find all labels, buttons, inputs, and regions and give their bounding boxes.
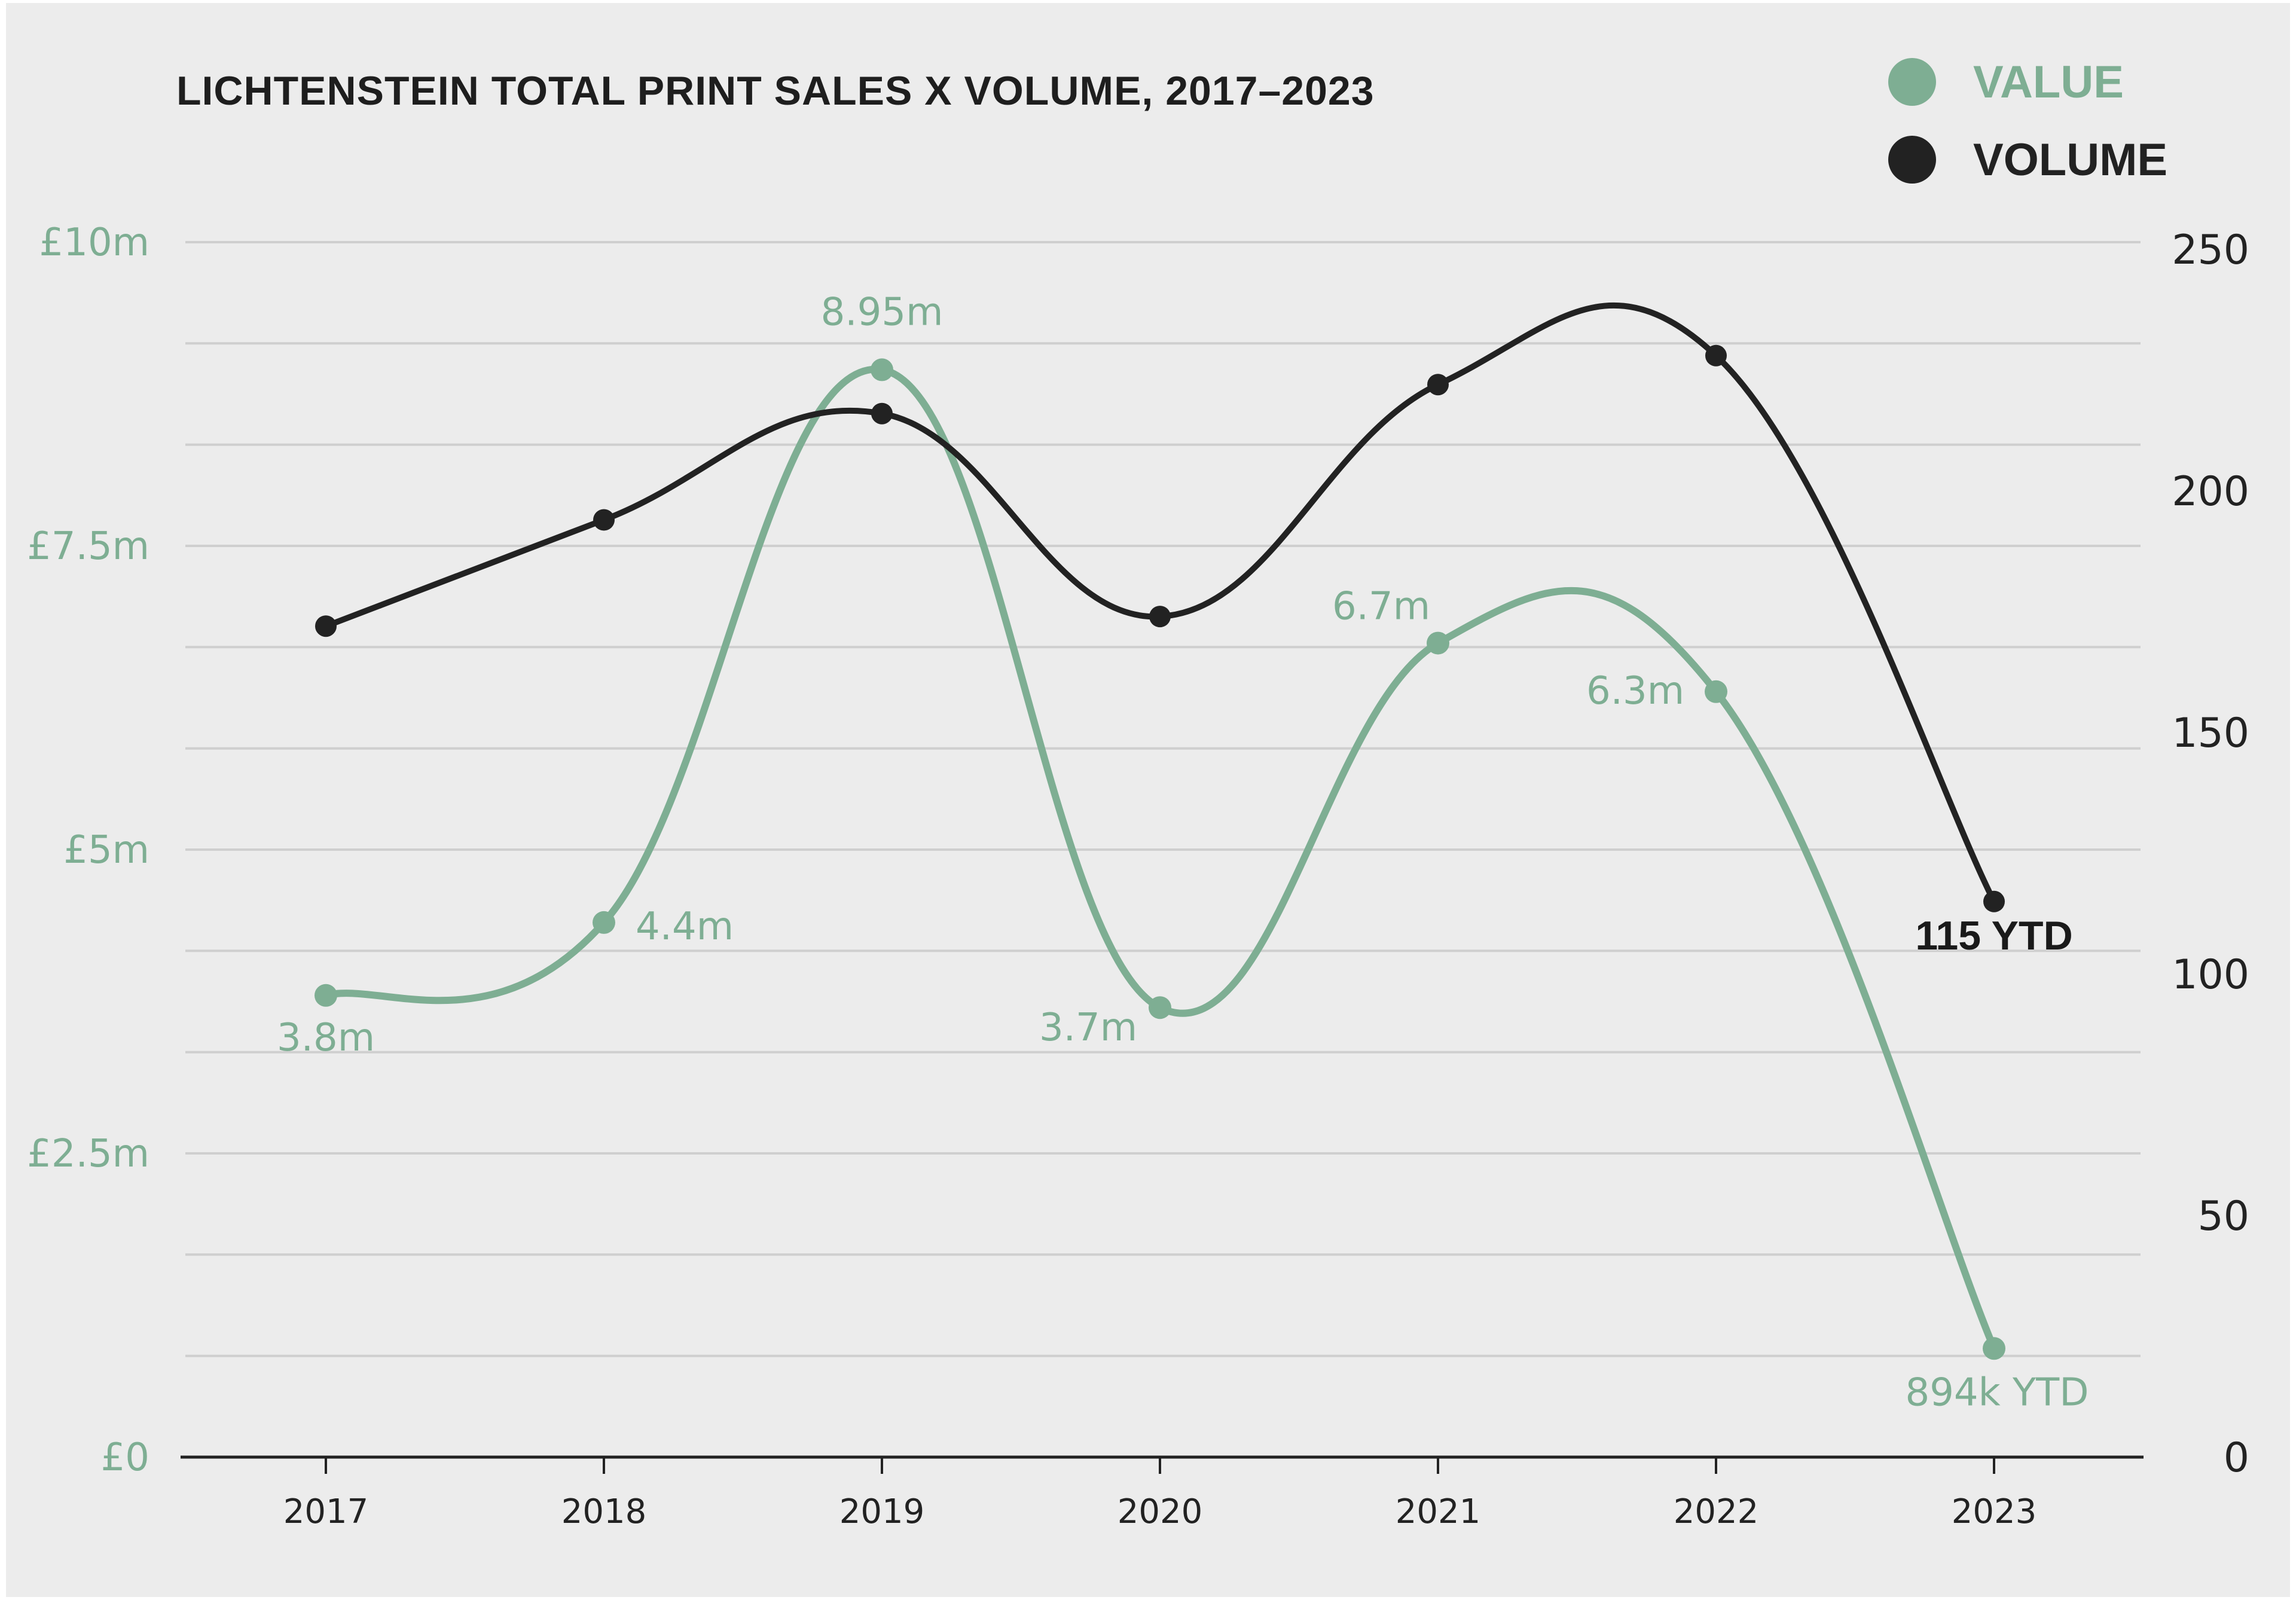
x-tick-label: 2023 [1952, 1492, 2037, 1531]
volume-point [593, 509, 615, 531]
gridlines [185, 241, 2141, 1357]
left-axis-tick-label: £5m [63, 828, 149, 872]
legend: VALUE VOLUME [1888, 57, 2167, 185]
value-point [593, 911, 615, 934]
volume-point [1705, 344, 1727, 367]
value-data-label: 8.95m [821, 290, 944, 334]
value-point [1149, 996, 1171, 1019]
legend-swatch-volume [1888, 136, 1936, 184]
value-series-line [322, 365, 1998, 1352]
value-data-label: 4.4m [636, 905, 734, 949]
left-axis-tick-label: £2.5m [27, 1132, 149, 1176]
legend-swatch-value [1888, 58, 1936, 106]
value-data-label: 6.3m [1586, 669, 1684, 713]
right-axis-tick-label: 150 [2172, 710, 2249, 757]
value-data-label: 6.7m [1332, 585, 1430, 629]
value-point [1427, 631, 1449, 655]
volume-point [315, 615, 337, 637]
right-axis-tick-label: 250 [2172, 227, 2249, 274]
volume-series-line [323, 302, 1997, 905]
volume-point [1149, 606, 1171, 628]
right-axis-tick-label: 100 [2172, 951, 2249, 999]
left-axis-tick-label: £10m [39, 221, 150, 265]
x-tick-label: 2018 [561, 1492, 647, 1531]
x-tick-label: 2017 [283, 1492, 369, 1531]
legend-label-volume: VOLUME [1973, 135, 2167, 185]
left-axis-tick-label: £7.5m [27, 524, 149, 569]
value-point [315, 984, 337, 1007]
value-data-label: 3.8m [277, 1016, 375, 1060]
value-point [1705, 680, 1727, 703]
volume-point [1427, 374, 1449, 396]
left-axis-ticks: £0 £2.5m £5m £7.5m £10m [27, 221, 149, 1480]
right-axis-ticks: 0 50 100 150 200 250 [2172, 227, 2249, 1482]
volume-point [871, 402, 893, 425]
x-tick-label: 2019 [839, 1492, 925, 1531]
value-data-label: 3.7m [1039, 1006, 1137, 1050]
x-tick-label: 2020 [1118, 1492, 1203, 1531]
volume-data-label: 115 YTD [1915, 913, 2072, 958]
left-axis-tick-label: £0 [101, 1436, 149, 1480]
value-data-label: 894k YTD [1905, 1370, 2089, 1415]
series-lines [315, 302, 2005, 1360]
x-axis-ticks: 2017 2018 2019 2020 2021 2022 2023 [283, 1457, 2037, 1531]
chart-panel: 2017 2018 2019 2020 2021 2022 2023 £0 £2.5m £5m £… [6, 3, 2290, 1597]
chart-title: LICHTENSTEIN TOTAL PRINT SALES X VOLUME,… [176, 68, 1375, 114]
data-labels: 3.8m 4.4m 8.95m 3.7m 6.7m 6.3m 894k YTD 115 YTD [277, 290, 2089, 1415]
x-tick-label: 2021 [1396, 1492, 1481, 1531]
right-axis-tick-label: 50 [2197, 1193, 2249, 1240]
x-tick-label: 2022 [1674, 1492, 1759, 1531]
volume-point [1983, 890, 2005, 912]
legend-label-value: VALUE [1973, 57, 2124, 108]
right-axis-tick-label: 200 [2172, 468, 2249, 515]
value-point [1983, 1337, 2005, 1360]
chart: 2017 2018 2019 2020 2021 2022 2023 £0£2.5m£5m£… [27, 57, 2249, 1531]
right-axis-tick-label: 0 [2224, 1434, 2249, 1482]
value-point [871, 358, 893, 381]
